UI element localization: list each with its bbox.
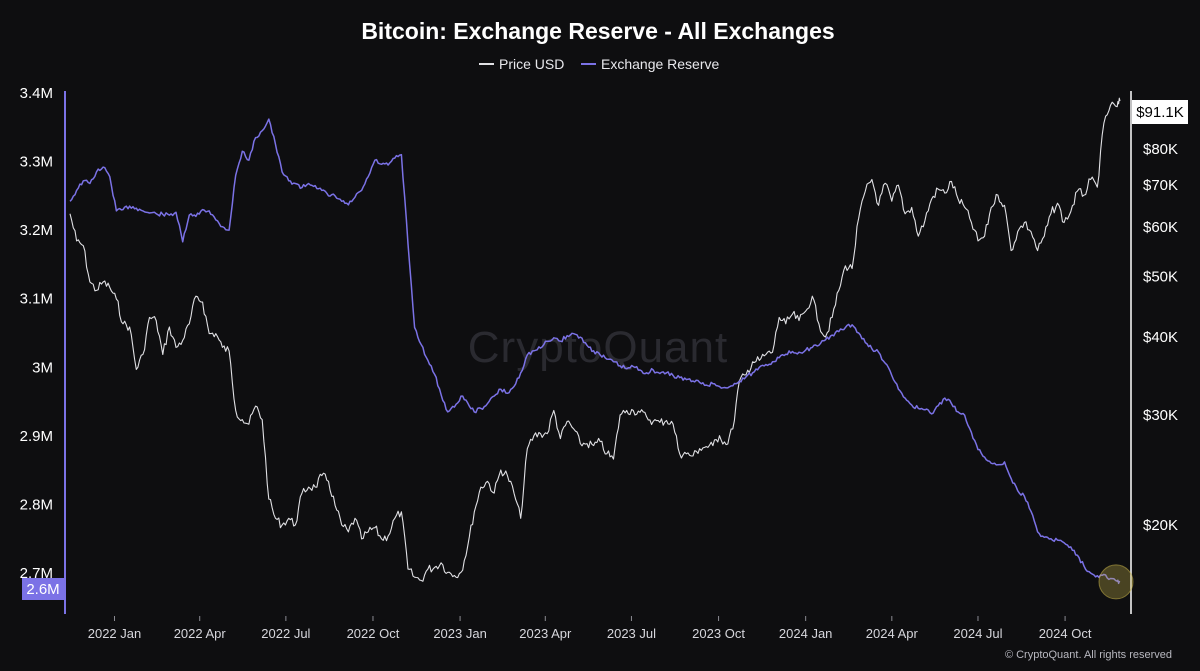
left-current-badge: 2.6M	[22, 578, 64, 600]
right-tick-label: $20K	[1143, 517, 1178, 534]
x-tick-label: 2022 Apr	[174, 626, 227, 641]
left-tick-label: 2.7M	[20, 565, 53, 582]
x-axis-ticks: 2022 Jan 2022 Apr 2022 Jul 2022 Oct 2023 Jan…	[88, 616, 1092, 641]
chart-title: Bitcoin: Exchange Reserve - All Exchange…	[361, 18, 834, 44]
left-tick-label: 3.2M	[20, 222, 53, 239]
watermark-text: CryptoQuant	[468, 323, 728, 372]
series-line-exchange-reserve	[69, 118, 1121, 585]
right-tick-label: $60K	[1143, 219, 1178, 236]
x-tick-label: 2023 Oct	[692, 626, 745, 641]
legend: Price USD Exchange Reserve	[479, 56, 720, 72]
right-tick-label: $80K	[1143, 141, 1178, 158]
x-tick-label: 2024 Apr	[866, 626, 919, 641]
right-current-badge-label: $91.1K	[1136, 104, 1184, 121]
series-line-price-usd	[69, 97, 1121, 582]
x-tick-label: 2022 Oct	[347, 626, 400, 641]
x-tick-label: 2023 Apr	[519, 626, 572, 641]
current-point-highlight	[1098, 564, 1134, 600]
left-axis-ticks: 3.4M 3.3M 3.2M 3.1M 3M 2.9M 2.8M 2.7M	[20, 85, 53, 582]
left-current-badge-bg	[22, 578, 64, 600]
x-tick-label: 2022 Jul	[261, 626, 310, 641]
x-tick-label: 2024 Jan	[779, 626, 833, 641]
x-tick-label: 2024 Oct	[1039, 626, 1092, 641]
x-tick-label: 2022 Jan	[88, 626, 142, 641]
x-tick-label: 2024 Jul	[953, 626, 1002, 641]
left-tick-label: 3.1M	[20, 291, 53, 308]
right-tick-label: $40K	[1143, 329, 1178, 346]
x-tick-label: 2023 Jan	[433, 626, 487, 641]
right-tick-label: $70K	[1143, 177, 1178, 194]
legend-reserve-label[interactable]: Exchange Reserve	[601, 56, 720, 72]
legend-price-label[interactable]: Price USD	[499, 56, 564, 72]
left-current-badge-label: 2.6M	[26, 581, 59, 598]
left-tick-label: 3M	[32, 359, 53, 376]
left-tick-label: 2.8M	[20, 496, 53, 513]
left-tick-label: 3.3M	[20, 154, 53, 171]
right-tick-label: $30K	[1143, 407, 1178, 424]
right-current-badge-bg	[1132, 100, 1188, 124]
right-axis-ticks: $80K $70K $60K $50K $40K $30K $20K	[1143, 141, 1178, 534]
x-tick-label: 2023 Jul	[607, 626, 656, 641]
left-tick-label: 3.4M	[20, 85, 53, 102]
left-tick-label: 2.9M	[20, 428, 53, 445]
copyright-credit: © CryptoQuant. All rights reserved	[1005, 649, 1172, 661]
right-tick-label: $50K	[1143, 268, 1178, 285]
right-current-badge: $91.1K	[1132, 100, 1188, 124]
